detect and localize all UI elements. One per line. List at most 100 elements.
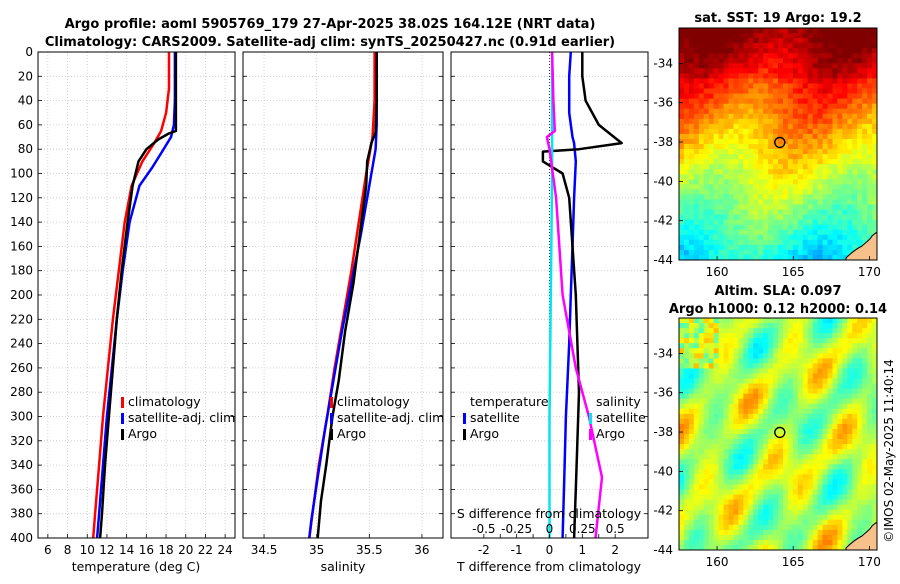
heatmap-cell: [832, 474, 838, 480]
heatmap-cell: [852, 524, 858, 531]
heatmap-cell: [703, 149, 710, 155]
heatmap-cell: [748, 423, 754, 430]
heatmap-cell: [802, 439, 809, 445]
heatmap-cell: [797, 73, 804, 79]
heatmap-cell: [787, 244, 794, 251]
heatmap-cell: [753, 249, 759, 256]
legend-climatology: climatology: [128, 394, 201, 409]
legend-t-argo: Argo: [470, 426, 499, 441]
heatmap-cell: [748, 204, 754, 210]
heatmap-cell: [728, 164, 734, 170]
heatmap-cell: [847, 368, 853, 374]
heatmap-cell: [807, 103, 814, 110]
heatmap-cell: [688, 368, 695, 374]
heatmap-cell: [792, 323, 799, 329]
heatmap-cell: [837, 358, 843, 364]
heatmap-cell: [807, 509, 814, 516]
heatmap-cell: [867, 474, 873, 480]
heatmap-cell: [832, 328, 838, 334]
x-tick-label: 10: [80, 543, 95, 557]
heatmap-cell: [827, 519, 833, 526]
heatmap-cell: [763, 169, 769, 175]
heatmap-cell: [703, 234, 710, 241]
heatmap-cell: [748, 524, 754, 531]
heatmap-cell: [693, 439, 700, 445]
heatmap-cell: [817, 234, 823, 241]
heatmap-cell: [842, 348, 848, 354]
heatmap-cell: [748, 98, 754, 105]
heatmap-cell: [792, 118, 799, 125]
heatmap-cell: [847, 154, 853, 160]
heatmap-cell: [787, 338, 794, 344]
heatmap-cell: [693, 519, 700, 526]
heatmap-cell: [857, 474, 863, 480]
heatmap-cell: [822, 239, 828, 246]
heatmap-cell: [768, 484, 774, 490]
heatmap-cell: [748, 68, 754, 74]
heatmap-cell: [862, 189, 868, 195]
heatmap-cell: [822, 123, 828, 130]
heatmap-cell: [832, 343, 838, 349]
heatmap-cell: [787, 494, 794, 500]
heatmap-cell: [688, 418, 695, 425]
heatmap-cell: [773, 113, 779, 120]
heatmap-cell: [753, 504, 759, 511]
heatmap-cell: [778, 539, 784, 546]
heatmap-cell: [748, 88, 754, 94]
heatmap-cell: [852, 469, 858, 475]
heatmap-cell: [857, 98, 863, 105]
heatmap-cell: [693, 68, 700, 74]
heatmap-cell: [683, 219, 690, 226]
heatmap-cell: [708, 63, 715, 69]
heatmap-cell: [782, 464, 789, 470]
heatmap-cell: [857, 108, 863, 115]
heatmap-cell: [842, 449, 848, 455]
heatmap-cell: [708, 343, 715, 349]
heatmap-cell: [763, 118, 769, 125]
heatmap-cell: [748, 444, 754, 450]
heatmap-cell: [812, 43, 818, 49]
heatmap-cell: [792, 199, 799, 205]
heatmap-cell: [693, 434, 700, 440]
heatmap-cell: [743, 189, 749, 195]
heatmap-cell: [758, 28, 764, 34]
heatmap-cell: [738, 343, 744, 349]
heatmap-cell: [708, 459, 715, 465]
heatmap-cell: [847, 149, 853, 155]
heatmap-cell: [797, 494, 804, 500]
heatmap-cell: [773, 348, 779, 354]
heatmap-cell: [698, 323, 705, 329]
heatmap-cell: [708, 353, 715, 359]
heatmap-cell: [847, 423, 853, 430]
heatmap-cell: [758, 363, 764, 369]
heatmap-cell: [797, 393, 804, 400]
heatmap-cell: [733, 539, 739, 546]
heatmap-cell: [817, 378, 823, 384]
heatmap-cell: [832, 53, 838, 59]
heatmap-cell: [728, 343, 734, 349]
heatmap-cell: [852, 169, 858, 175]
heatmap-cell: [807, 343, 814, 349]
heatmap-cell: [683, 454, 690, 460]
heatmap-cell: [797, 328, 804, 334]
heatmap-cell: [718, 169, 724, 175]
heatmap-cell: [758, 439, 764, 445]
heatmap-cell: [857, 504, 863, 511]
x-tick-label: 1: [579, 543, 587, 557]
heatmap-cell: [708, 164, 715, 170]
heatmap-cell: [832, 219, 838, 226]
heatmap-cell: [807, 333, 814, 339]
heatmap-cell: [733, 514, 739, 521]
heatmap-cell: [713, 214, 719, 221]
heatmap-cell: [817, 368, 823, 374]
heatmap-cell: [832, 209, 838, 216]
heatmap-cell: [857, 133, 863, 140]
heatmap-cell: [703, 164, 710, 170]
heatmap-cell: [708, 434, 715, 440]
heatmap-cell: [738, 333, 744, 339]
heatmap-cell: [758, 123, 764, 130]
heatmap-cell: [847, 393, 853, 400]
heatmap-cell: [802, 388, 809, 395]
heatmap-cell: [832, 254, 838, 260]
heatmap-cell: [748, 398, 754, 405]
